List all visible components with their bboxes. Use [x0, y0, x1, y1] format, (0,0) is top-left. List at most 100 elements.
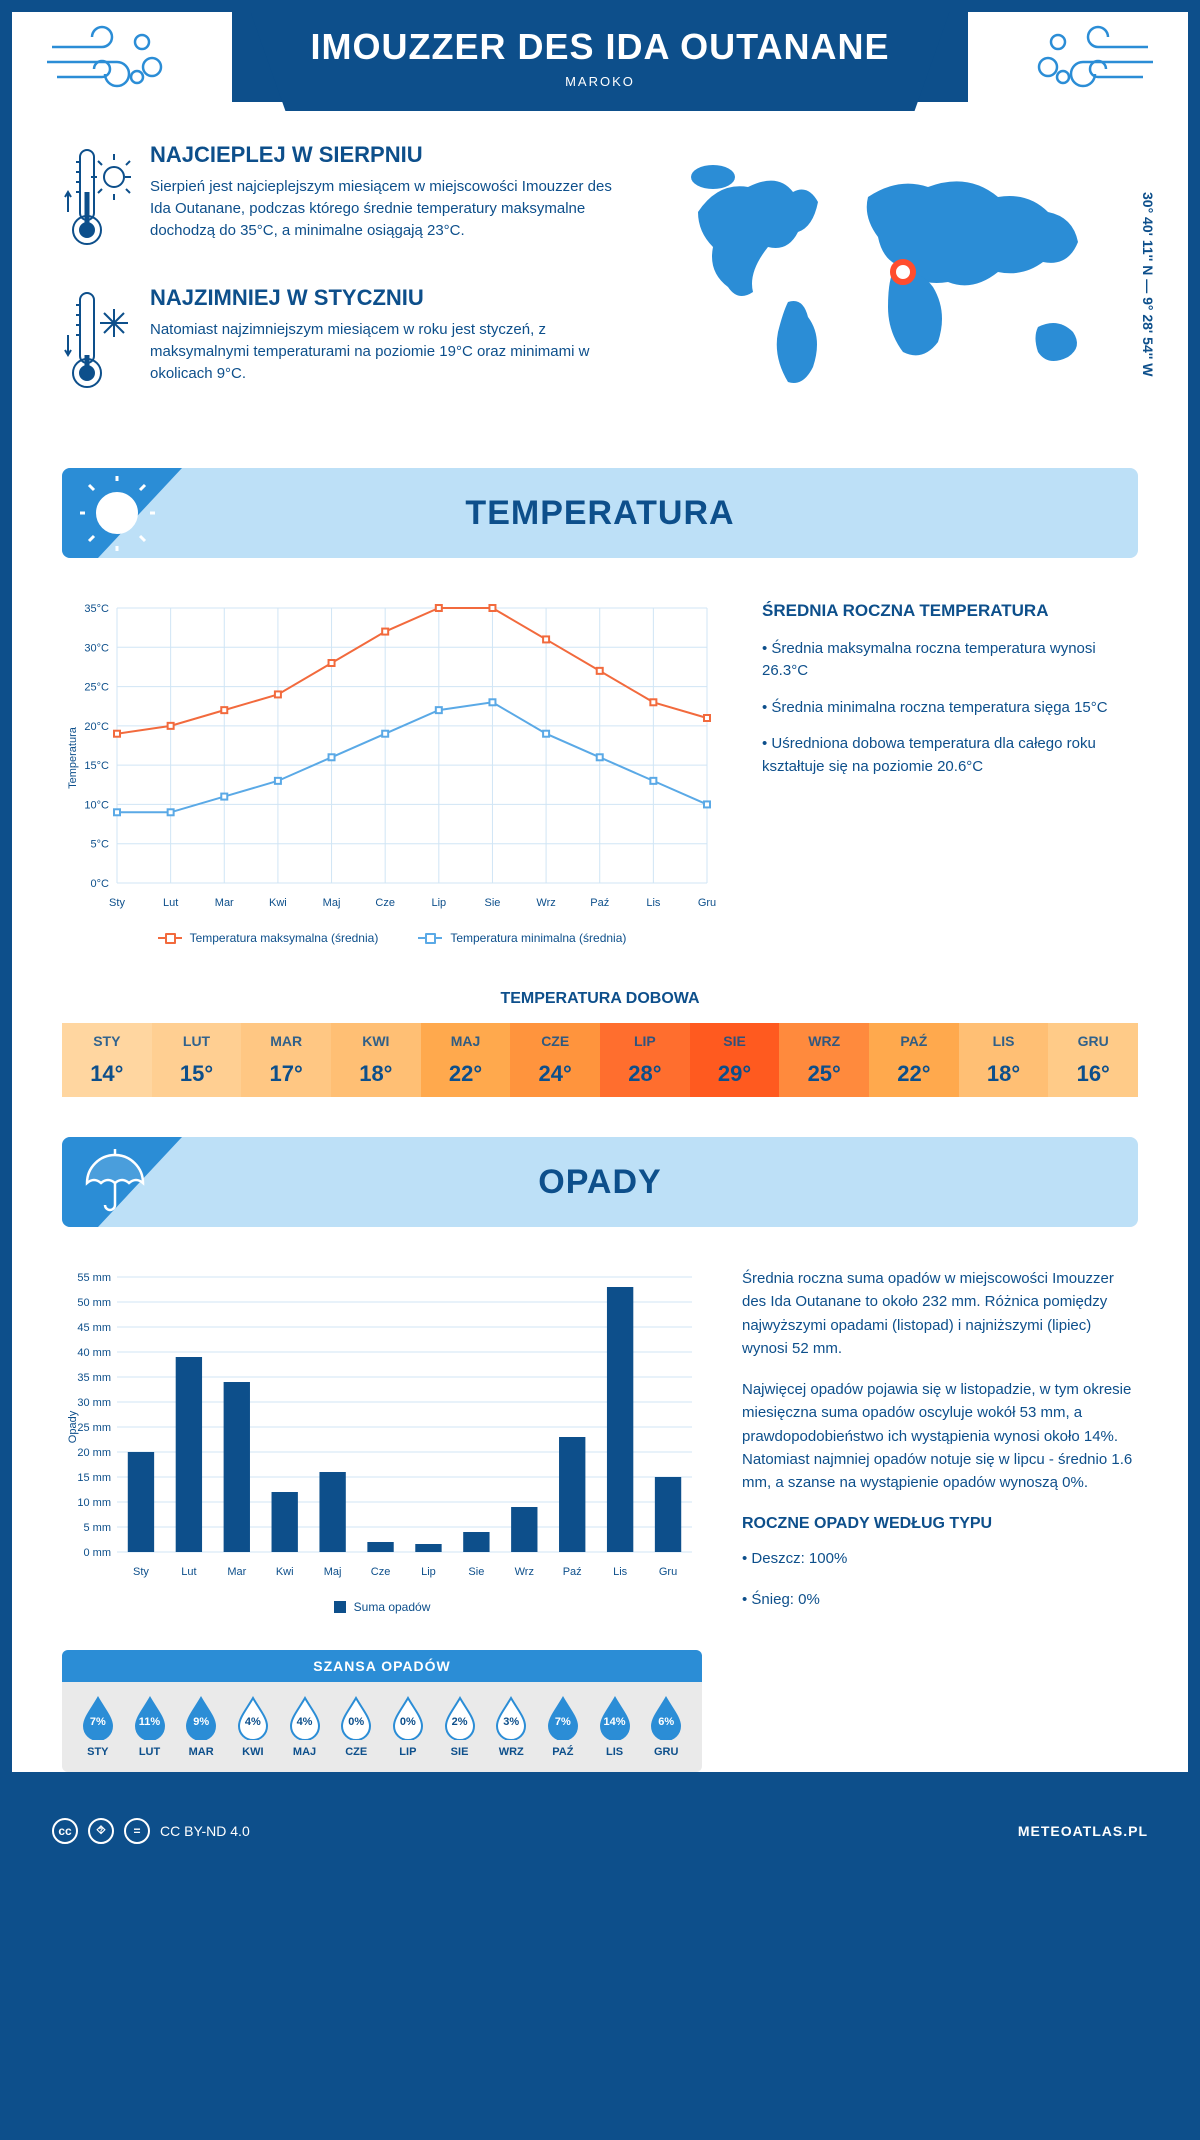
warmest-text: Sierpień jest najcieplejszym miesiącem w…	[150, 176, 628, 241]
rain-text-1: Średnia roczna suma opadów w miejscowośc…	[742, 1267, 1138, 1360]
svg-text:0 mm: 0 mm	[84, 1547, 112, 1559]
svg-text:Mar: Mar	[227, 1566, 246, 1578]
svg-text:Lis: Lis	[646, 897, 661, 909]
license-text: CC BY-ND 4.0	[160, 1823, 250, 1839]
umbrella-icon	[80, 1145, 150, 1220]
svg-text:35°C: 35°C	[84, 603, 109, 615]
chance-cell: 7% PAŹ	[537, 1696, 589, 1758]
svg-text:Lut: Lut	[181, 1566, 196, 1578]
heatstrip-cell: SIE29°	[690, 1023, 780, 1097]
rain-type-snow: • Śnieg: 0%	[742, 1588, 1138, 1611]
temp-section-banner: TEMPERATURA	[62, 468, 1138, 558]
raindrop-icon: 0%	[391, 1696, 425, 1740]
svg-text:Wrz: Wrz	[536, 897, 555, 909]
svg-text:Wrz: Wrz	[515, 1566, 534, 1578]
svg-text:Cze: Cze	[375, 897, 395, 909]
svg-text:45 mm: 45 mm	[77, 1322, 111, 1334]
rain-section-banner: OPADY	[62, 1137, 1138, 1227]
chance-cell: 0% CZE	[330, 1696, 382, 1758]
temp-bullet-0: • Średnia maksymalna roczna temperatura …	[762, 638, 1138, 683]
cc-by-icon: ⯑	[88, 1818, 114, 1844]
sun-icon	[80, 476, 155, 556]
rain-type-title: ROCZNE OPADY WEDŁUG TYPU	[742, 1512, 1138, 1537]
wind-icon-right	[1028, 22, 1158, 97]
svg-text:Sty: Sty	[133, 1566, 149, 1578]
chance-cell: 9% MAR	[175, 1696, 227, 1758]
raindrop-icon: 3%	[494, 1696, 528, 1740]
heatstrip-cell: PAŹ22°	[869, 1023, 959, 1097]
header: IMOUZZER DES IDA OUTANANE MAROKO	[12, 12, 1188, 102]
svg-text:25°C: 25°C	[84, 682, 109, 694]
rain-text-2: Najwięcej opadów pojawia się w listopadz…	[742, 1378, 1138, 1494]
rain-chance-title: SZANSA OPADÓW	[62, 1650, 702, 1682]
legend-min: Temperatura minimalna (średnia)	[450, 931, 626, 945]
temp-section-title: TEMPERATURA	[465, 494, 734, 533]
footer: cc ⯑ = CC BY-ND 4.0 METEOATLAS.PL	[12, 1802, 1188, 1860]
cc-nd-icon: =	[124, 1818, 150, 1844]
svg-text:15 mm: 15 mm	[77, 1472, 111, 1484]
svg-text:10°C: 10°C	[84, 799, 109, 811]
raindrop-icon: 4%	[236, 1696, 270, 1740]
heatstrip-cell: STY14°	[62, 1023, 152, 1097]
svg-text:10 mm: 10 mm	[77, 1497, 111, 1509]
svg-text:Gru: Gru	[698, 897, 716, 909]
legend-rain: Suma opadów	[354, 1600, 431, 1614]
heatstrip-cell: KWI18°	[331, 1023, 421, 1097]
coldest-text: Natomiast najzimniejszym miesiącem w rok…	[150, 319, 628, 384]
svg-text:Kwi: Kwi	[269, 897, 287, 909]
chance-cell: 2% SIE	[434, 1696, 486, 1758]
heatstrip-cell: WRZ25°	[779, 1023, 869, 1097]
site-name: METEOATLAS.PL	[1018, 1823, 1148, 1839]
raindrop-icon: 0%	[339, 1696, 373, 1740]
svg-text:5 mm: 5 mm	[84, 1522, 112, 1534]
heatstrip-cell: LUT15°	[152, 1023, 242, 1097]
heatstrip-cell: CZE24°	[510, 1023, 600, 1097]
svg-text:Paź: Paź	[563, 1566, 582, 1578]
svg-text:Lip: Lip	[421, 1566, 436, 1578]
heatstrip-cell: LIP28°	[600, 1023, 690, 1097]
svg-text:Cze: Cze	[371, 1566, 391, 1578]
svg-text:Maj: Maj	[323, 897, 341, 909]
rain-section-title: OPADY	[538, 1163, 661, 1202]
wind-icon-left	[42, 22, 172, 97]
raindrop-icon: 11%	[133, 1696, 167, 1740]
svg-text:30 mm: 30 mm	[77, 1397, 111, 1409]
temp-chart-legend: .legend-item:nth-child(1) .legend-swatch…	[62, 931, 722, 945]
svg-text:Maj: Maj	[324, 1566, 342, 1578]
svg-text:50 mm: 50 mm	[77, 1297, 111, 1309]
svg-text:Lip: Lip	[431, 897, 446, 909]
rain-chart-legend: Suma opadów	[62, 1600, 702, 1614]
svg-text:20°C: 20°C	[84, 721, 109, 733]
svg-text:30°C: 30°C	[84, 642, 109, 654]
svg-text:35 mm: 35 mm	[77, 1372, 111, 1384]
warmest-title: NAJCIEPLEJ W SIERPNIU	[150, 142, 628, 168]
svg-text:Paź: Paź	[590, 897, 609, 909]
daily-temp-title: TEMPERATURA DOBOWA	[12, 990, 1188, 1008]
svg-text:40 mm: 40 mm	[77, 1347, 111, 1359]
thermometer-cold-icon	[62, 285, 132, 400]
svg-text:0°C: 0°C	[91, 878, 110, 890]
svg-text:55 mm: 55 mm	[77, 1272, 111, 1284]
svg-text:Sie: Sie	[485, 897, 501, 909]
title-ribbon: IMOUZZER DES IDA OUTANANE MAROKO	[251, 12, 950, 111]
temp-side-title: ŚREDNIA ROCZNA TEMPERATURA	[762, 598, 1138, 624]
heatstrip-cell: MAR17°	[241, 1023, 331, 1097]
temp-bullet-2: • Uśredniona dobowa temperatura dla całe…	[762, 733, 1138, 778]
chance-cell: 11% LUT	[124, 1696, 176, 1758]
svg-text:Lut: Lut	[163, 897, 178, 909]
svg-text:20 mm: 20 mm	[77, 1447, 111, 1459]
raindrop-icon: 4%	[288, 1696, 322, 1740]
svg-text:Opady: Opady	[67, 1410, 79, 1443]
svg-text:15°C: 15°C	[84, 760, 109, 772]
raindrop-icon: 6%	[649, 1696, 683, 1740]
daily-temp-heatstrip: STY14°LUT15°MAR17°KWI18°MAJ22°CZE24°LIP2…	[62, 1023, 1138, 1097]
svg-text:Lis: Lis	[613, 1566, 628, 1578]
precipitation-bar-chart: 0 mm5 mm10 mm15 mm20 mm25 mm30 mm35 mm40…	[62, 1267, 702, 1587]
chance-cell: 6% GRU	[640, 1696, 692, 1758]
world-map	[658, 142, 1138, 402]
chance-cell: 4% KWI	[227, 1696, 279, 1758]
chance-cell: 0% LIP	[382, 1696, 434, 1758]
cc-icon: cc	[52, 1818, 78, 1844]
svg-text:Sie: Sie	[468, 1566, 484, 1578]
raindrop-icon: 2%	[443, 1696, 477, 1740]
